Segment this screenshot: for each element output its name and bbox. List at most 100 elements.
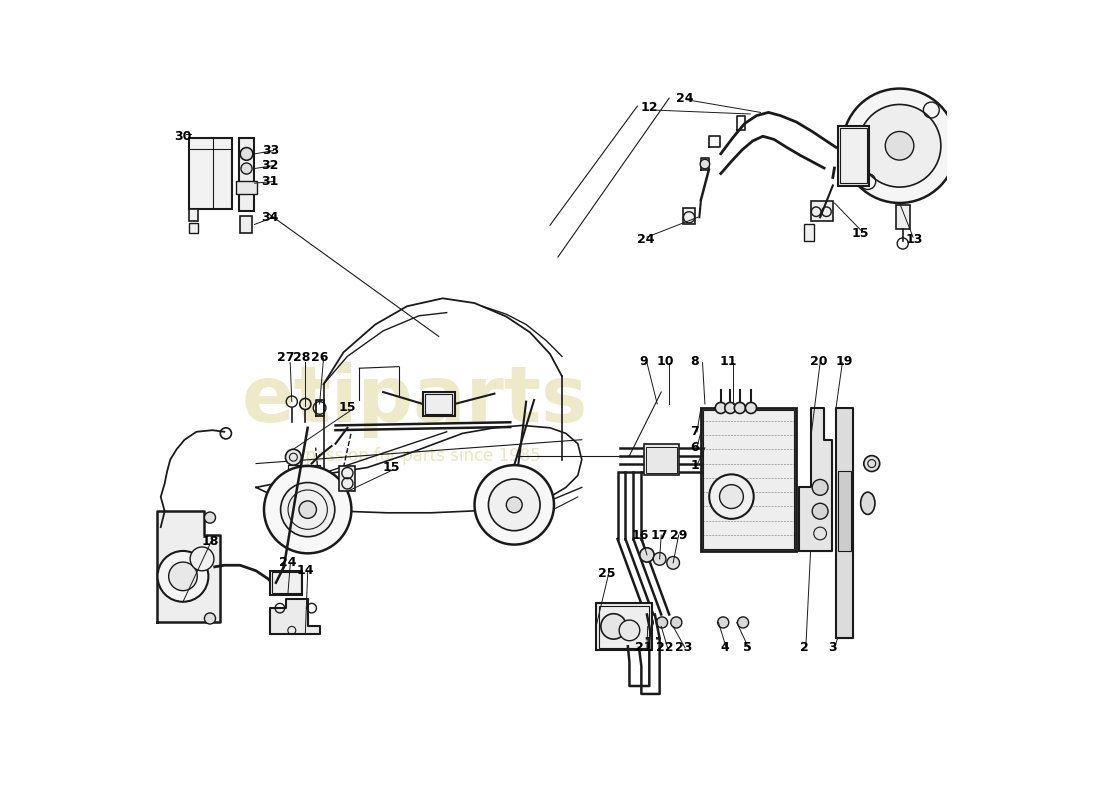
Bar bbox=[240, 216, 252, 233]
Circle shape bbox=[886, 131, 914, 160]
Circle shape bbox=[653, 553, 666, 566]
Text: 6: 6 bbox=[691, 441, 698, 454]
Circle shape bbox=[642, 617, 653, 628]
Circle shape bbox=[264, 466, 351, 554]
Circle shape bbox=[619, 620, 640, 641]
Circle shape bbox=[280, 482, 334, 537]
Text: 20: 20 bbox=[810, 355, 827, 368]
Text: 28: 28 bbox=[294, 351, 311, 364]
Polygon shape bbox=[157, 511, 220, 622]
Text: 34: 34 bbox=[262, 210, 279, 224]
Circle shape bbox=[725, 402, 736, 414]
Circle shape bbox=[864, 456, 880, 471]
Circle shape bbox=[488, 479, 540, 530]
Polygon shape bbox=[799, 408, 832, 551]
Text: 7: 7 bbox=[690, 426, 698, 438]
Text: 25: 25 bbox=[598, 566, 616, 580]
Bar bbox=[271, 571, 303, 594]
Circle shape bbox=[843, 89, 957, 203]
Circle shape bbox=[701, 159, 710, 169]
Circle shape bbox=[667, 557, 680, 570]
Circle shape bbox=[737, 617, 749, 628]
Text: 11: 11 bbox=[719, 355, 737, 368]
Circle shape bbox=[157, 551, 208, 602]
Circle shape bbox=[671, 617, 682, 628]
Bar bbox=[239, 138, 254, 211]
Text: 5: 5 bbox=[742, 642, 751, 654]
Bar bbox=[188, 138, 232, 210]
Text: 21: 21 bbox=[635, 642, 652, 654]
Text: 31: 31 bbox=[262, 175, 279, 188]
Text: a passion for parts since 1985: a passion for parts since 1985 bbox=[289, 446, 540, 465]
Circle shape bbox=[190, 547, 214, 571]
Text: 15: 15 bbox=[383, 461, 400, 474]
Bar bbox=[703, 410, 794, 549]
Circle shape bbox=[299, 501, 317, 518]
Circle shape bbox=[601, 614, 626, 639]
Bar bbox=[701, 408, 796, 551]
Text: 19: 19 bbox=[835, 355, 852, 368]
Text: 8: 8 bbox=[691, 355, 698, 368]
Bar bbox=[895, 206, 910, 229]
Text: 16: 16 bbox=[631, 529, 649, 542]
Text: 32: 32 bbox=[262, 159, 279, 172]
Bar bbox=[811, 202, 833, 222]
Circle shape bbox=[286, 450, 301, 465]
Text: 26: 26 bbox=[311, 351, 328, 364]
Circle shape bbox=[205, 613, 216, 624]
Text: 24: 24 bbox=[676, 92, 694, 105]
Text: 23: 23 bbox=[674, 642, 692, 654]
Circle shape bbox=[746, 402, 757, 414]
Bar bbox=[188, 223, 198, 233]
Bar bbox=[646, 447, 678, 473]
Text: 9: 9 bbox=[639, 355, 648, 368]
Text: 24: 24 bbox=[279, 556, 297, 570]
Bar bbox=[644, 444, 680, 475]
Bar bbox=[422, 392, 454, 416]
Circle shape bbox=[241, 163, 252, 174]
Circle shape bbox=[506, 497, 522, 513]
Polygon shape bbox=[271, 598, 320, 634]
Circle shape bbox=[474, 465, 554, 545]
Bar bbox=[840, 128, 867, 183]
Bar bbox=[838, 471, 851, 551]
Bar bbox=[683, 208, 695, 224]
Text: 1: 1 bbox=[690, 458, 698, 472]
Polygon shape bbox=[836, 408, 854, 638]
Bar bbox=[804, 224, 814, 241]
Bar bbox=[600, 606, 649, 648]
Text: 22: 22 bbox=[657, 642, 674, 654]
Circle shape bbox=[858, 105, 940, 187]
Circle shape bbox=[657, 617, 668, 628]
Text: 17: 17 bbox=[651, 529, 669, 542]
Text: 14: 14 bbox=[297, 564, 315, 578]
Circle shape bbox=[735, 402, 746, 414]
Circle shape bbox=[715, 402, 726, 414]
Circle shape bbox=[205, 512, 216, 523]
Circle shape bbox=[717, 617, 729, 628]
Text: 13: 13 bbox=[905, 233, 923, 246]
Text: 30: 30 bbox=[174, 130, 191, 142]
Text: 33: 33 bbox=[262, 144, 279, 157]
Bar bbox=[272, 572, 300, 593]
Circle shape bbox=[812, 479, 828, 495]
Circle shape bbox=[812, 503, 828, 519]
Circle shape bbox=[168, 562, 197, 590]
Bar bbox=[340, 466, 355, 491]
Ellipse shape bbox=[860, 492, 875, 514]
Circle shape bbox=[710, 474, 754, 519]
Bar bbox=[426, 394, 452, 414]
Text: 15: 15 bbox=[851, 226, 869, 240]
Text: 12: 12 bbox=[640, 101, 658, 114]
Circle shape bbox=[240, 147, 253, 160]
Text: 27: 27 bbox=[277, 351, 295, 364]
Bar bbox=[236, 181, 257, 194]
Text: 24: 24 bbox=[637, 233, 654, 246]
Bar bbox=[188, 210, 198, 222]
Text: 15: 15 bbox=[339, 402, 356, 414]
Text: 29: 29 bbox=[670, 529, 688, 542]
Text: 10: 10 bbox=[657, 355, 674, 368]
Bar bbox=[596, 602, 651, 650]
Text: 4: 4 bbox=[720, 642, 729, 654]
Bar bbox=[837, 126, 869, 186]
